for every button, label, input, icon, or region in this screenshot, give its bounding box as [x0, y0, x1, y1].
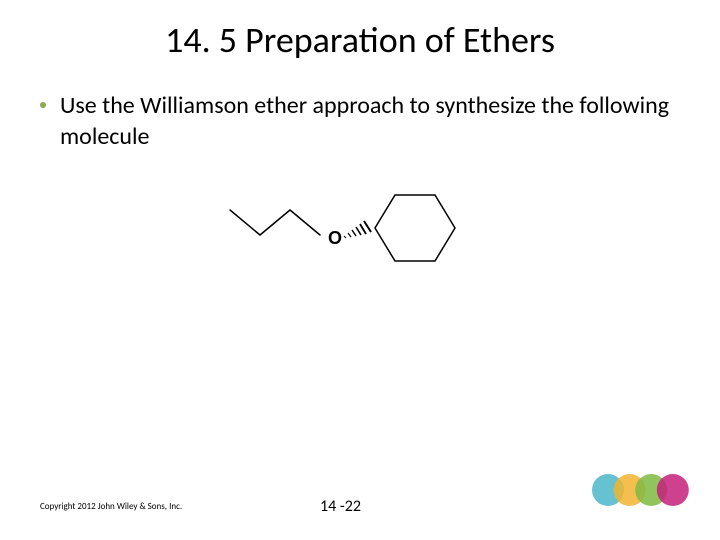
- bullet-dot: [40, 102, 46, 108]
- molecule-structure: O: [220, 180, 480, 310]
- decorative-circles: [592, 468, 702, 512]
- bullet-text: Use the Williamson ether approach to syn…: [60, 90, 680, 152]
- bullet-row: Use the Williamson ether approach to syn…: [40, 90, 680, 152]
- oxygen-label: O: [328, 228, 342, 248]
- copyright-text: Copyright 2012 John Wiley & Sons, Inc.: [40, 501, 182, 512]
- page-number: 14 -22: [320, 497, 361, 516]
- bullet-area: Use the Williamson ether approach to syn…: [0, 62, 720, 152]
- slide-title: 14. 5 Preparation of Ethers: [0, 0, 720, 62]
